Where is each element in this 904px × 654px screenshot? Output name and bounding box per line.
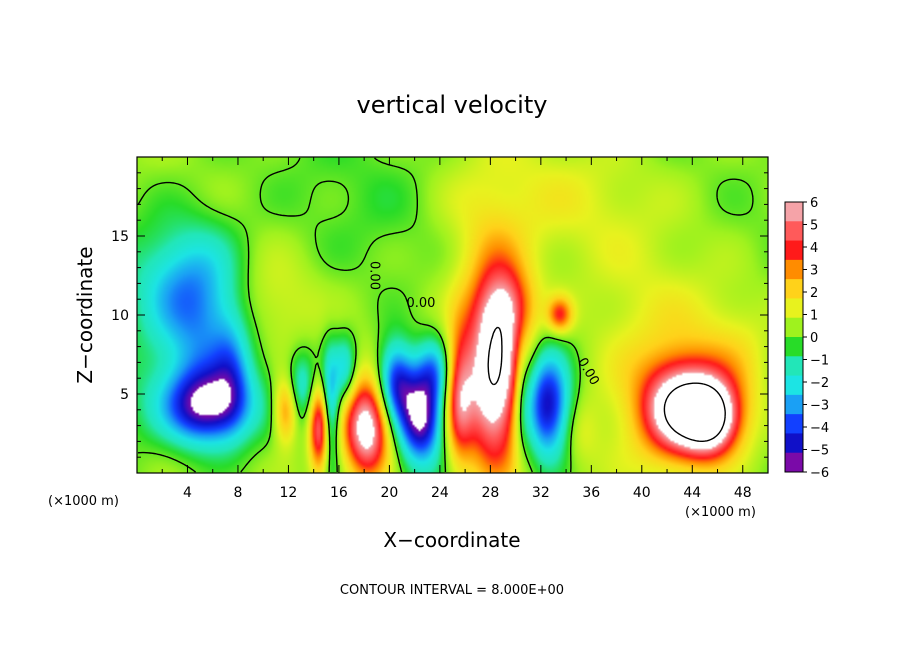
zero-contour-lines bbox=[137, 157, 754, 473]
colorbar-tick-label: 5 bbox=[810, 219, 818, 234]
y-tick-label: 5 bbox=[120, 387, 129, 403]
x-tick-label: 32 bbox=[532, 485, 550, 501]
chart-title: vertical velocity bbox=[357, 91, 548, 119]
x-tick-label: 24 bbox=[431, 485, 449, 501]
y-tick-label: 10 bbox=[111, 308, 129, 324]
colorbar-swatch bbox=[785, 240, 803, 261]
colorbar-swatch bbox=[785, 298, 803, 319]
colorbar-swatch bbox=[785, 337, 803, 357]
colorbar-swatch bbox=[785, 452, 803, 473]
x-axis-label: X−coordinate bbox=[383, 528, 520, 552]
x-axis-ticks: 4 8 12 16 20 24 28 32 36 40 44 48 bbox=[161, 157, 752, 501]
colorbar-tick-label: 3 bbox=[810, 264, 818, 279]
x-tick-label: 28 bbox=[481, 485, 499, 501]
x-unit-right: (×1000 m) bbox=[685, 505, 756, 520]
y-axis-label: Z−coordinate bbox=[73, 246, 97, 383]
x-tick-label: 4 bbox=[183, 485, 192, 501]
colorbar-tick-label: 4 bbox=[810, 241, 818, 256]
colorbar-tick-label: 2 bbox=[810, 286, 818, 301]
x-tick-label: 20 bbox=[380, 485, 398, 501]
x-tick-label: 48 bbox=[734, 485, 752, 501]
contour-label: 0.00 bbox=[406, 296, 435, 311]
colorbar-tick-label: 1 bbox=[810, 309, 818, 324]
colorbar-swatch bbox=[785, 375, 803, 396]
contour-label: 0.00 bbox=[366, 261, 381, 290]
colorbar-swatch bbox=[785, 259, 803, 280]
x-tick-label: 36 bbox=[582, 485, 600, 501]
colorbar-swatches bbox=[785, 202, 803, 473]
colorbar-swatch bbox=[785, 317, 803, 338]
colorbar-swatch bbox=[785, 394, 803, 415]
colorbar-tick-label: −2 bbox=[810, 376, 829, 391]
x-tick-label: 16 bbox=[330, 485, 348, 501]
colorbar-swatch bbox=[785, 414, 803, 434]
colorbar-swatch bbox=[785, 202, 803, 222]
x-tick-label: 12 bbox=[280, 485, 298, 501]
x-unit-left: (×1000 m) bbox=[48, 494, 119, 509]
velocity-heatmap bbox=[137, 157, 768, 473]
colorbar-tick-label: −3 bbox=[810, 399, 829, 414]
y-tick-label: 15 bbox=[111, 229, 129, 245]
x-tick-label: 40 bbox=[633, 485, 651, 501]
x-tick-label: 8 bbox=[233, 485, 242, 501]
contour-interval-footer: CONTOUR INTERVAL = 8.000E+00 bbox=[340, 583, 564, 598]
plot-area: 0.000.000.00 4 8 12 16 20 24 28 32 36 40 44 48 5101… bbox=[111, 156, 769, 501]
colorbar-tick-label: 0 bbox=[810, 331, 818, 346]
colorbar-tick-labels: 6 5 4 3 2 1 0 −1 −2 −3 −4 −5 −6 bbox=[803, 196, 829, 481]
colorbar-swatch bbox=[785, 433, 803, 454]
colorbar-tick-label: −6 bbox=[810, 466, 829, 481]
colorbar-tick-label: −5 bbox=[810, 444, 829, 459]
colorbar-swatch bbox=[785, 221, 803, 242]
colorbar-tick-label: −4 bbox=[810, 421, 829, 436]
y-axis-ticks: 5 10 15 bbox=[111, 172, 768, 458]
colorbar-swatch bbox=[785, 356, 803, 377]
colorbar: 6 5 4 3 2 1 0 −1 −2 −3 −4 −5 −6 bbox=[784, 196, 829, 481]
colorbar-swatch bbox=[785, 279, 803, 299]
colorbar-tick-label: 6 bbox=[810, 196, 818, 211]
x-tick-label: 44 bbox=[683, 485, 701, 501]
colorbar-tick-label: −1 bbox=[810, 354, 829, 369]
